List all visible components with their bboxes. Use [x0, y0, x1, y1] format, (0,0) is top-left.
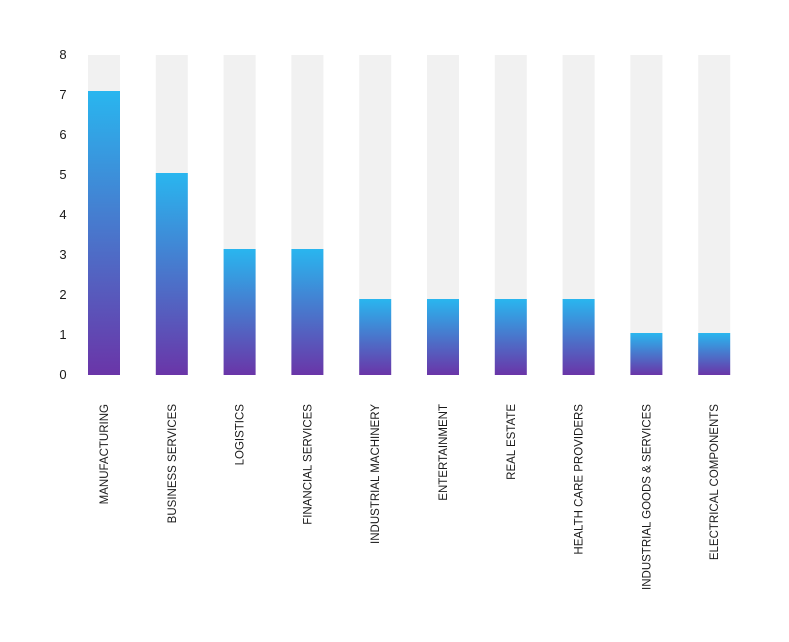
- y-axis: 0 1 2 3 4 5 6 7 8: [59, 47, 66, 382]
- bar: [630, 333, 663, 375]
- x-axis: MANUFACTURING BUSINESS SERVICES LOGISTICS F…: [99, 404, 721, 590]
- x-tick-label: INDUSTRIAL MACHINERY: [370, 404, 382, 544]
- y-tick-label: 0: [59, 367, 66, 382]
- bar: [88, 91, 120, 375]
- bar: [155, 173, 188, 375]
- y-tick-label: 4: [59, 207, 66, 222]
- x-tick-label: REAL ESTATE: [506, 404, 518, 480]
- y-tick-label: 3: [59, 247, 66, 262]
- bar-track: [698, 55, 731, 375]
- x-tick-label: LOGISTICS: [235, 404, 247, 466]
- bars: [88, 55, 731, 375]
- x-tick-label: ENTERTAINMENT: [438, 404, 450, 501]
- bar-track: [630, 55, 663, 375]
- y-tick-label: 2: [59, 287, 66, 302]
- bar: [359, 299, 392, 375]
- y-tick-label: 7: [59, 87, 66, 102]
- bar: [427, 299, 459, 375]
- bar: [698, 333, 731, 375]
- y-tick-label: 5: [59, 167, 66, 182]
- x-tick-label: INDUSTRIAL GOODS & SERVICES: [641, 404, 653, 590]
- bar: [223, 249, 256, 375]
- x-tick-label: ELECTRICAL COMPONENTS: [709, 404, 721, 560]
- y-tick-label: 8: [59, 47, 66, 62]
- bar: [562, 299, 595, 375]
- x-tick-label: MANUFACTURING: [99, 404, 111, 504]
- x-tick-label: HEALTH CARE PROVIDERS: [574, 404, 586, 555]
- y-tick-label: 6: [59, 127, 66, 142]
- bar: [494, 299, 527, 375]
- bar: [291, 249, 324, 375]
- x-tick-label: FINANCIAL SERVICES: [302, 404, 314, 525]
- y-tick-label: 1: [59, 327, 66, 342]
- x-tick-label: BUSINESS SERVICES: [167, 404, 179, 524]
